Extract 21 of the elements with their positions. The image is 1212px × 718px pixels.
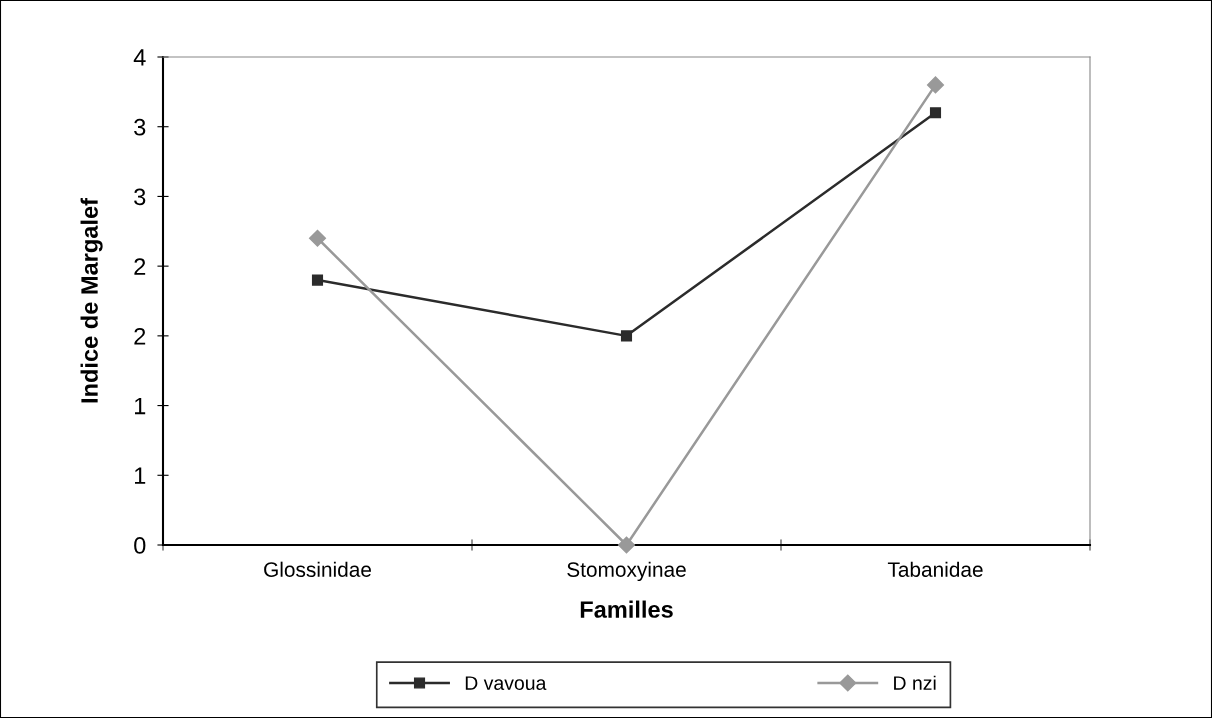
y-tick-label: 0	[134, 537, 146, 554]
x-axis-title: Familles	[580, 600, 673, 618]
x-tick-label: Glossinidae	[264, 561, 372, 577]
legend-label: D nzi	[894, 675, 936, 690]
point	[311, 274, 324, 286]
point	[620, 330, 633, 342]
point	[926, 76, 945, 94]
y-axis-title: Indice de Margalef	[80, 197, 103, 403]
point	[617, 536, 636, 554]
y-tick-label: 1	[135, 467, 146, 484]
x-tick-label: Tabanidae	[887, 561, 983, 577]
point	[308, 229, 327, 247]
x-tick-label: Stomoxyinae	[567, 561, 686, 582]
y-tick-label: 4	[133, 49, 146, 66]
y-tick-label: 3	[134, 188, 146, 206]
y-tick-label: 3	[134, 118, 146, 136]
y-tick-label: 2	[134, 258, 146, 275]
point	[929, 107, 942, 119]
legend-label: D vavoua	[465, 676, 547, 690]
y-tick-label: 2	[134, 327, 146, 345]
y-tick-label: 1	[135, 397, 146, 415]
